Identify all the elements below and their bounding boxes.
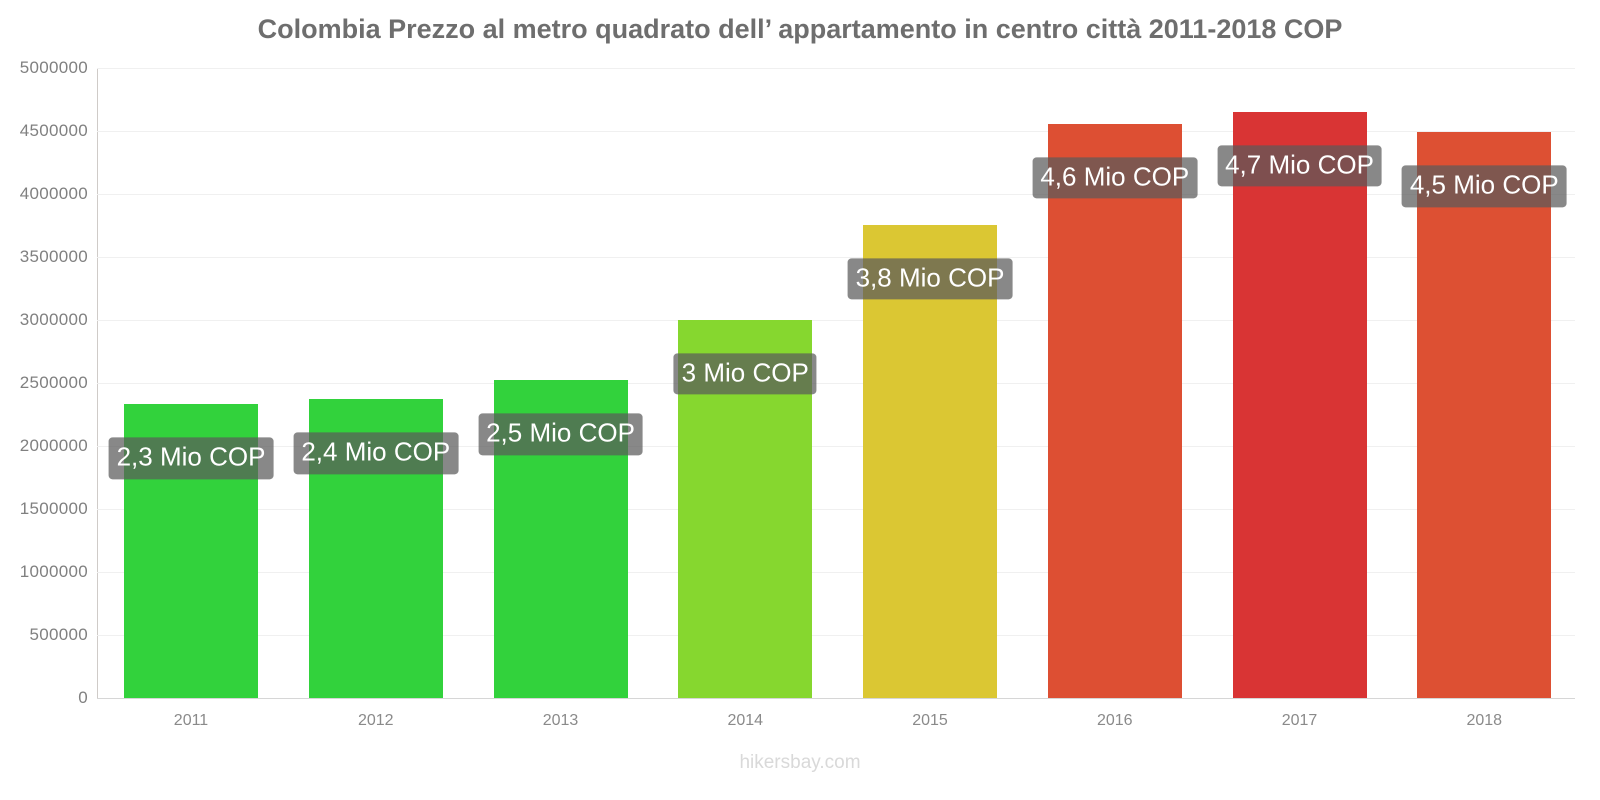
plot-area bbox=[97, 68, 1575, 699]
footer-watermark: hikersbay.com bbox=[739, 752, 861, 773]
x-axis-tick-label-2016: 2016 bbox=[1096, 712, 1133, 729]
gridline bbox=[97, 446, 1575, 447]
gridline bbox=[97, 320, 1575, 321]
y-axis-tick-label: 2500000 bbox=[19, 373, 88, 392]
data-label-2018: 4,5 Mio COP bbox=[1401, 165, 1567, 207]
data-label-2013: 2,5 Mio COP bbox=[478, 413, 643, 456]
x-axis-tick-label-2014: 2014 bbox=[727, 712, 764, 729]
x-axis-tick-label-2012: 2012 bbox=[357, 712, 394, 729]
bar-2017[interactable] bbox=[1232, 112, 1367, 698]
gridline bbox=[97, 383, 1575, 384]
bar-2018[interactable] bbox=[1417, 132, 1552, 698]
bar-2015[interactable] bbox=[863, 224, 997, 698]
data-label-2015: 3,8 Mio COP bbox=[847, 258, 1013, 300]
y-axis-tick-label: 1000000 bbox=[19, 562, 88, 581]
gridline bbox=[97, 698, 1575, 699]
data-label-2011: 2,3 Mio COP bbox=[108, 437, 274, 480]
data-label-2016: 4,6 Mio COP bbox=[1032, 157, 1198, 199]
data-label-2014: 3 Mio COP bbox=[673, 353, 817, 395]
y-axis-tick-label: 4500000 bbox=[19, 121, 88, 140]
x-axis-tick-label-2011: 2011 bbox=[173, 712, 209, 729]
gridline bbox=[97, 635, 1575, 636]
x-axis-tick-label-2017: 2017 bbox=[1281, 712, 1318, 729]
chart-title: Colombia Prezzo al metro quadrato dell’ … bbox=[257, 14, 1343, 44]
y-axis-tick-label: 3000000 bbox=[19, 310, 88, 329]
y-axis-tick-label: 3500000 bbox=[19, 247, 88, 266]
y-axis-tick-label: 1500000 bbox=[19, 499, 88, 518]
data-label-2012: 2,4 Mio COP bbox=[293, 432, 459, 475]
gridline bbox=[97, 68, 1575, 69]
y-axis-tick-label: 0 bbox=[78, 688, 88, 707]
data-label-2017: 4,7 Mio COP bbox=[1217, 145, 1382, 187]
gridline bbox=[97, 572, 1575, 573]
x-axis-tick-label-2018: 2018 bbox=[1466, 712, 1503, 729]
y-axis-tick-label: 5000000 bbox=[19, 58, 88, 77]
gridline bbox=[97, 131, 1575, 132]
gridline bbox=[97, 257, 1575, 258]
x-axis-tick-label-2013: 2013 bbox=[542, 712, 579, 729]
x-axis-tick-label-2015: 2015 bbox=[912, 712, 948, 729]
bar-2016[interactable] bbox=[1047, 124, 1182, 698]
y-axis-tick-label: 500000 bbox=[29, 625, 88, 644]
gridline bbox=[97, 194, 1575, 195]
gridline bbox=[97, 509, 1575, 510]
y-axis-tick-label: 4000000 bbox=[19, 184, 88, 203]
y-axis-tick-label: 2000000 bbox=[19, 436, 88, 455]
